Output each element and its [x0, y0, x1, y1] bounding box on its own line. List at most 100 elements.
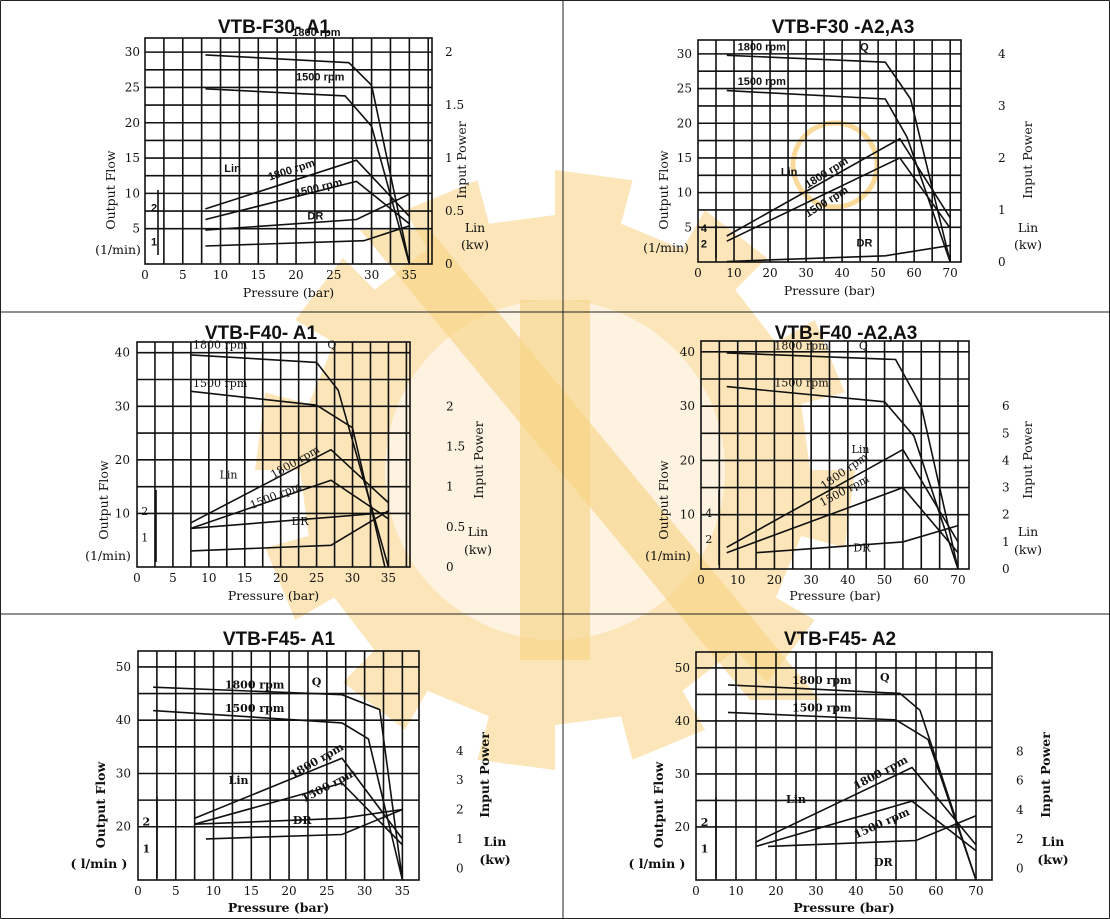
y-tick-label: 5 — [132, 222, 140, 236]
series-line-dr — [767, 814, 977, 848]
x-tick-label: 15 — [244, 884, 259, 898]
y2-axis-label: Input Power — [471, 421, 486, 499]
y2-tick-label: 4 — [998, 47, 1006, 61]
curve-label: 1500 rpm — [225, 702, 285, 715]
curve-label: Lin — [786, 793, 806, 806]
curve-label: 1 — [143, 842, 151, 855]
curve-label: 1500 rpm — [738, 76, 787, 88]
chart-title: VTB-F30- A1 — [218, 17, 331, 38]
x-tick-label: 10 — [730, 573, 745, 587]
grid — [136, 341, 411, 568]
y2-tick-label: 1 — [1002, 535, 1010, 549]
curve-label: Lin — [229, 774, 249, 787]
y-tick-label: 30 — [116, 766, 131, 780]
series-line-1800-rpm — [726, 352, 959, 570]
charts: VTB-F30- A10 5 10 15 20 25 30 355101520253000.5… — [71, 17, 1069, 915]
x-tick-label: 20 — [762, 266, 777, 280]
y-axis-unit: (1/min) — [643, 240, 689, 255]
y2-unit-kw: (kw) — [461, 237, 489, 252]
x-tick-label: 40 — [848, 884, 863, 898]
curve-label: DR — [293, 814, 313, 827]
y2-tick-label: 2 — [446, 399, 454, 413]
y2-axis-label: Input Power — [1038, 732, 1053, 818]
y-axis-unit: (1/min) — [645, 548, 691, 563]
y2-tick-label: 3 — [998, 99, 1006, 113]
y-axis-label: Output Flow — [103, 150, 118, 230]
curve-label: Q — [312, 676, 322, 689]
curve-label: Lin — [781, 166, 798, 178]
x-axis-label: Pressure (bar) — [784, 283, 875, 298]
y-tick-label: 20 — [677, 116, 692, 130]
series-line-dr — [205, 808, 403, 840]
curve-label: 1 — [141, 531, 148, 544]
series-line-1500-rpm — [726, 89, 951, 263]
chart-panel-1: VTB-F30- A1 0 5 10 15 20 25 30 35 5 10 15 20 25 30 0 0.5… — [95, 17, 489, 300]
y-tick-label: 20 — [116, 820, 131, 834]
y-tick-label: 40 — [116, 713, 131, 727]
series-line-1800-rpm — [153, 686, 404, 881]
y2-tick-label: 4 — [1016, 803, 1024, 817]
series-line-lin-1800-rpm — [726, 448, 959, 548]
y2-unit-lin: Lin — [1018, 220, 1038, 235]
x-tick-label: 60 — [928, 884, 943, 898]
curve-label: 1800 rpm — [792, 674, 852, 687]
x-tick-label: 60 — [907, 266, 922, 280]
x-tick-label: 0 — [134, 884, 142, 898]
y-axis-label: Output Flow — [656, 460, 671, 540]
y-tick-label: 5 — [684, 220, 692, 234]
x-tick-label: 0 — [141, 268, 149, 282]
x-tick-label: 10 — [213, 268, 228, 282]
x-tick-label: 20 — [768, 884, 783, 898]
y2-tick-label: 1 — [446, 480, 454, 494]
curve-label: 1500 rpm — [248, 479, 304, 512]
y-tick-label: 40 — [115, 346, 130, 360]
y2-axis-label: Input Power — [1020, 421, 1035, 499]
plot-border — [144, 37, 433, 265]
curve-label: 2 — [705, 533, 712, 546]
y-tick-label: 25 — [677, 82, 692, 96]
y-tick-label: 20 — [115, 453, 130, 467]
curve-label: 2 — [141, 505, 148, 518]
curve-label: Q — [859, 340, 868, 353]
y2-tick-label: 4 — [1002, 453, 1010, 467]
x-tick-label: 35 — [395, 884, 410, 898]
x-tick-label: 5 — [169, 571, 177, 585]
y2-tick-label: 0 — [445, 257, 453, 271]
curve-label: 4 — [705, 507, 712, 520]
y-tick-label: 40 — [680, 345, 695, 359]
x-tick-label: 60 — [914, 573, 929, 587]
y-tick-label: 15 — [677, 151, 692, 165]
x-tick-label: 35 — [381, 571, 396, 585]
curve-label: 1800 rpm — [738, 41, 787, 53]
series-line-1500-rpm — [726, 385, 959, 570]
y2-tick-label: 0 — [1002, 562, 1010, 576]
curve-label: Q — [327, 338, 336, 351]
y-tick-label: 40 — [675, 714, 690, 728]
curve-label: 1 — [701, 842, 709, 855]
series-line-lin-1500-rpm — [755, 800, 977, 852]
x-tick-label: 70 — [968, 884, 983, 898]
y2-tick-label: 1 — [998, 203, 1006, 217]
x-tick-label: 20 — [281, 884, 296, 898]
y2-axis-label: Input Power — [477, 732, 492, 818]
y-axis-label: Output Flow — [656, 150, 671, 230]
y-tick-label: 20 — [125, 116, 140, 130]
curve-label: 2 — [701, 238, 707, 250]
x-tick-label: 70 — [950, 573, 965, 587]
series-line-dr — [190, 510, 389, 552]
y-axis-unit: ( l/min ) — [71, 856, 128, 871]
y2-unit-kw: (kw) — [479, 852, 510, 867]
y2-unit-lin: Lin — [468, 524, 488, 539]
curve-label: 4 — [701, 223, 708, 235]
curve-label: Lin — [220, 469, 238, 482]
y2-tick-label: 6 — [1016, 774, 1024, 788]
plot-border — [137, 650, 420, 881]
y-tick-label: 30 — [115, 399, 130, 413]
y2-tick-label: 0.5 — [446, 520, 465, 534]
x-tick-label: 20 — [767, 573, 782, 587]
curve-label: 2 — [143, 816, 151, 829]
x-axis-label: Pressure (bar) — [793, 900, 894, 915]
x-tick-label: 10 — [728, 884, 743, 898]
series-line-lin-1500-rpm — [190, 479, 389, 530]
series-line-dr — [194, 808, 403, 825]
